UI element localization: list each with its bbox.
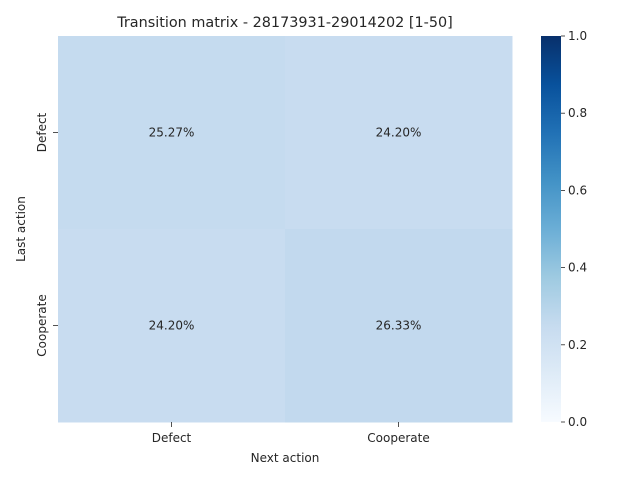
- colorbar-tick-label: 0.2: [568, 338, 587, 352]
- heatmap-cell: [285, 229, 513, 423]
- y-tick-label: Defect: [35, 112, 49, 152]
- colorbar: 0.0 0.2 0.4 0.6 0.8 1.0: [541, 29, 587, 429]
- colorbar-tick-label: 0.4: [568, 261, 587, 275]
- heatmap-cells: [58, 36, 513, 423]
- colorbar-gradient: [541, 36, 561, 422]
- heatmap-annotations: 25.27% 24.20% 24.20% 26.33%: [149, 126, 422, 333]
- cell-annotation: 26.33%: [376, 319, 422, 333]
- chart-title: Transition matrix - 28173931-29014202 [1…: [116, 15, 453, 31]
- cell-annotation: 24.20%: [149, 319, 195, 333]
- colorbar-tick-label: 1.0: [568, 29, 587, 43]
- colorbar-ticks: 0.0 0.2 0.4 0.6 0.8 1.0: [561, 29, 587, 429]
- heatmap-cell: [58, 36, 286, 230]
- x-axis-label: Next action: [251, 451, 320, 465]
- cell-annotation: 25.27%: [149, 126, 195, 140]
- y-axis-ticks: Defect Cooperate: [35, 112, 58, 357]
- colorbar-tick-label: 0.0: [568, 415, 587, 429]
- y-tick-label: Cooperate: [35, 294, 49, 356]
- y-axis-label: Last action: [14, 196, 28, 262]
- heatmap-cell: [285, 36, 513, 230]
- heatmap-cell: [58, 229, 286, 423]
- colorbar-tick-label: 0.8: [568, 106, 587, 120]
- x-tick-label: Defect: [152, 431, 192, 445]
- x-tick-label: Cooperate: [367, 431, 429, 445]
- cell-annotation: 24.20%: [376, 126, 422, 140]
- colorbar-tick-label: 0.6: [568, 183, 587, 197]
- x-axis-ticks: Defect Cooperate: [152, 422, 430, 445]
